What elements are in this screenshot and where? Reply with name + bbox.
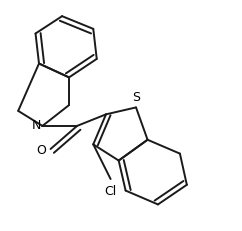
Text: O: O: [36, 144, 46, 157]
Text: Cl: Cl: [105, 185, 117, 198]
Text: N: N: [32, 119, 41, 132]
Text: S: S: [132, 91, 140, 103]
